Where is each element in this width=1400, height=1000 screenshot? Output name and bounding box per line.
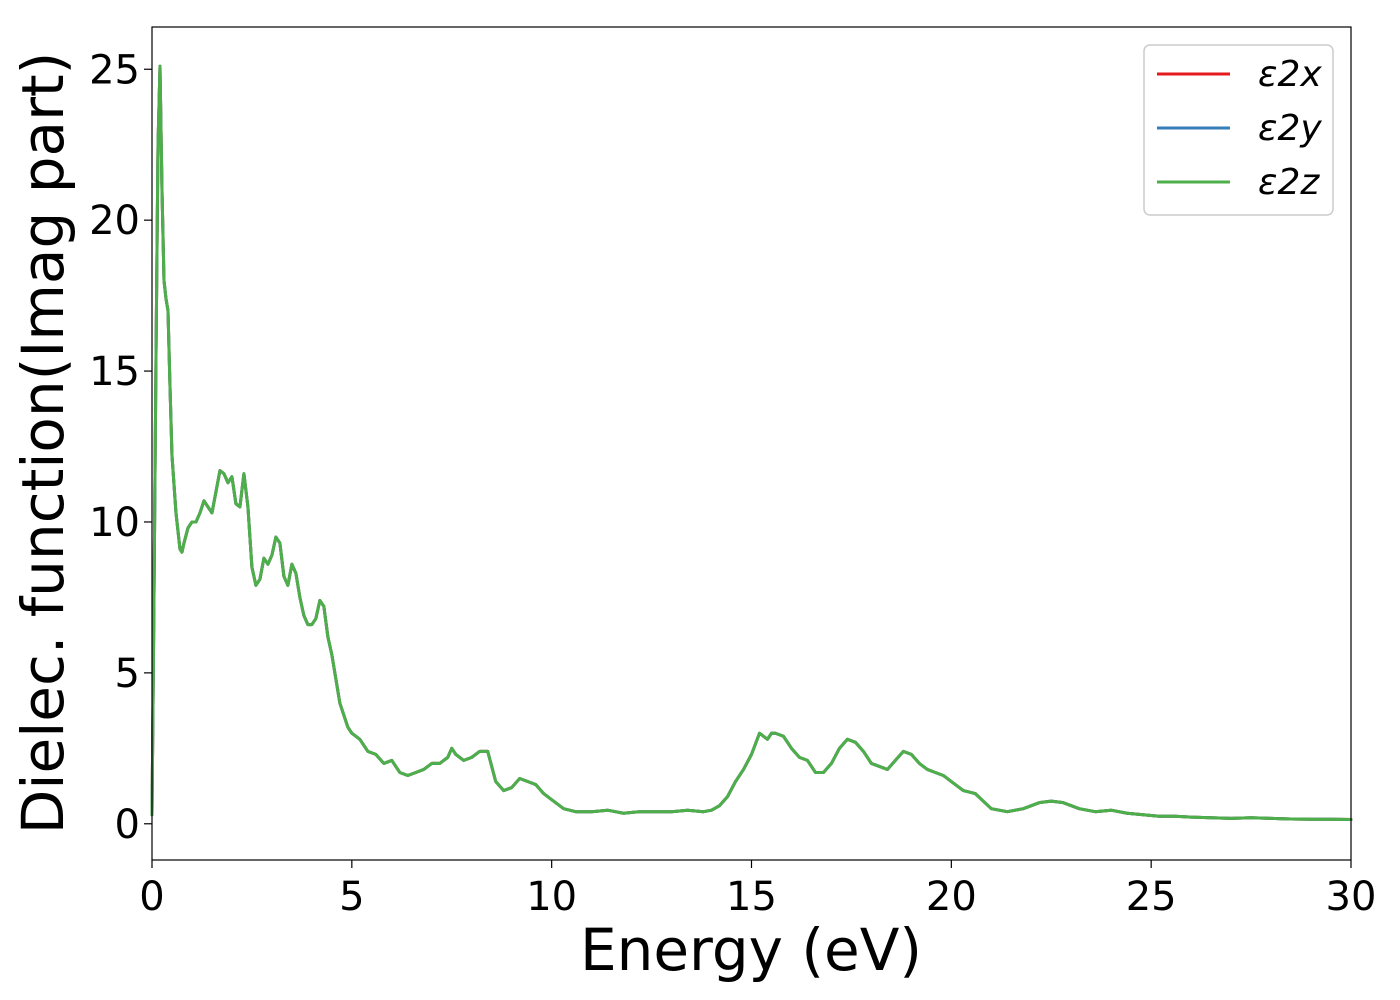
x-tick-label: 15: [726, 874, 777, 920]
y-tick-label: 5: [115, 651, 140, 697]
x-tick-label: 20: [926, 874, 977, 920]
x-tick-label: 30: [1326, 874, 1377, 920]
legend-box: [1143, 44, 1334, 216]
x-axis-ticks: 0 5 10 15 20 25 30: [139, 860, 1376, 920]
legend-label: ε2x: [1258, 54, 1322, 95]
x-tick-label: 0: [139, 874, 164, 920]
series-line-3: [150, 64, 1353, 822]
legend-label: ε2z: [1258, 162, 1320, 203]
x-tick-label: 10: [526, 874, 577, 920]
y-axis-ticks: 0 5 10 15 20 25: [89, 47, 152, 848]
y-tick-label: 15: [89, 349, 140, 395]
y-axis-label: Dielec. function(Imag part): [9, 52, 77, 835]
y-tick-label: 20: [89, 198, 140, 244]
y-tick-label: 0: [115, 802, 140, 848]
plot-lines: [150, 64, 1353, 822]
legend: ε2x ε2y ε2z: [1143, 44, 1334, 216]
x-tick-label: 25: [1126, 874, 1177, 920]
legend-label: ε2y: [1258, 108, 1322, 149]
y-tick-label: 25: [89, 47, 140, 93]
y-tick-label: 10: [89, 500, 140, 546]
x-tick-label: 5: [339, 874, 364, 920]
x-axis-label: Energy (eV): [580, 916, 922, 984]
